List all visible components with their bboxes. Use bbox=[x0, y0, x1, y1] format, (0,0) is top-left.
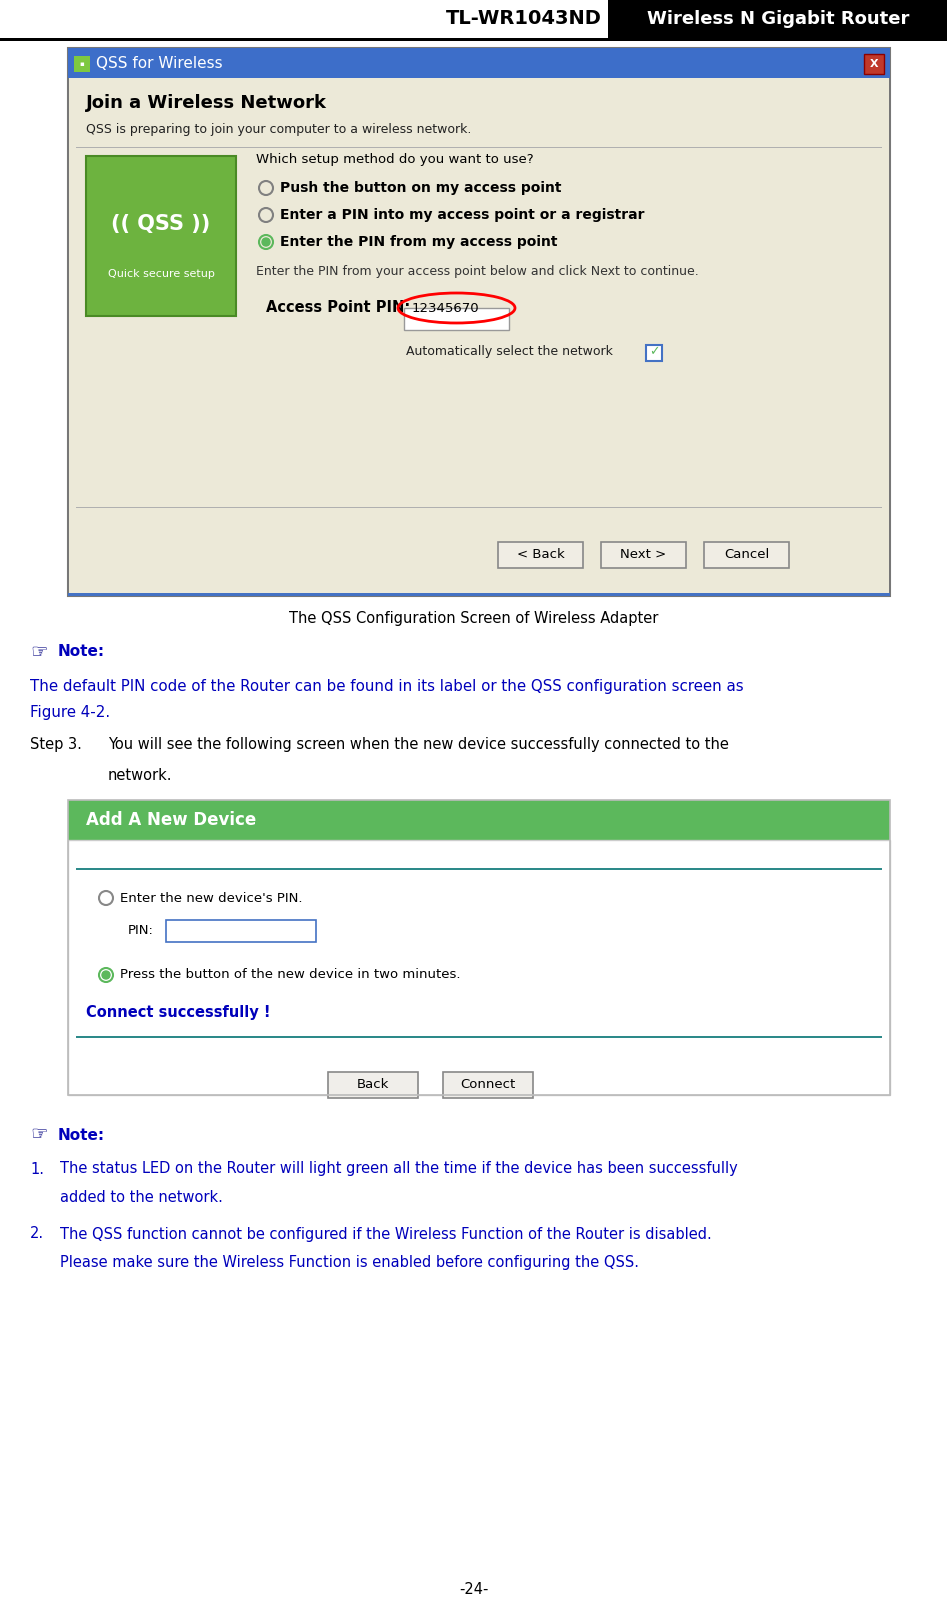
Text: Which setup method do you want to use?: Which setup method do you want to use? bbox=[256, 154, 533, 166]
Text: Press the button of the new device in two minutes.: Press the button of the new device in tw… bbox=[120, 968, 460, 981]
Text: Connect: Connect bbox=[460, 1078, 515, 1091]
Text: Add A New Device: Add A New Device bbox=[86, 811, 257, 829]
Text: Please make sure the Wireless Function is enabled before configuring the QSS.: Please make sure the Wireless Function i… bbox=[60, 1254, 639, 1270]
Bar bbox=[498, 541, 583, 567]
Text: Note:: Note: bbox=[58, 1128, 105, 1143]
Bar bbox=[404, 309, 509, 330]
Bar bbox=[864, 53, 884, 74]
Text: Wireless N Gigabit Router: Wireless N Gigabit Router bbox=[647, 10, 909, 27]
Bar bbox=[74, 57, 90, 73]
Text: QSS is preparing to join your computer to a wireless network.: QSS is preparing to join your computer t… bbox=[86, 123, 472, 136]
Text: The QSS function cannot be configured if the Wireless Function of the Router is : The QSS function cannot be configured if… bbox=[60, 1227, 712, 1241]
Text: The default PIN code of the Router can be found in its label or the QSS configur: The default PIN code of the Router can b… bbox=[30, 679, 743, 693]
Circle shape bbox=[262, 238, 270, 246]
Bar bbox=[0, 39, 947, 40]
Bar bbox=[68, 800, 890, 840]
Text: Step 3.: Step 3. bbox=[30, 737, 81, 753]
Circle shape bbox=[102, 971, 110, 979]
Text: Connect successfully !: Connect successfully ! bbox=[86, 1005, 271, 1020]
Text: (( QSS )): (( QSS )) bbox=[112, 213, 210, 234]
Text: PIN:: PIN: bbox=[128, 923, 153, 937]
Text: Enter a PIN into my access point or a registrar: Enter a PIN into my access point or a re… bbox=[280, 208, 645, 221]
Text: Quick secure setup: Quick secure setup bbox=[108, 268, 214, 280]
Bar bbox=[86, 157, 236, 317]
Text: Enter the PIN from my access point: Enter the PIN from my access point bbox=[280, 234, 558, 249]
Bar bbox=[68, 593, 890, 596]
Text: Join a Wireless Network: Join a Wireless Network bbox=[86, 94, 327, 112]
Text: Back: Back bbox=[357, 1078, 389, 1091]
Bar bbox=[704, 541, 789, 567]
Bar bbox=[646, 344, 662, 360]
Text: 12345670: 12345670 bbox=[412, 302, 479, 315]
Text: Enter the PIN from your access point below and click Next to continue.: Enter the PIN from your access point bel… bbox=[256, 265, 699, 278]
Text: X: X bbox=[869, 60, 878, 69]
Text: TL-WR1043ND: TL-WR1043ND bbox=[446, 10, 602, 29]
Text: You will see the following screen when the new device successfully connected to : You will see the following screen when t… bbox=[108, 737, 729, 753]
Bar bbox=[68, 48, 890, 596]
Bar bbox=[68, 800, 890, 1096]
Bar bbox=[443, 1071, 533, 1097]
Bar bbox=[76, 1036, 882, 1037]
Bar bbox=[68, 48, 890, 78]
Text: Push the button on my access point: Push the button on my access point bbox=[280, 181, 562, 196]
Text: network.: network. bbox=[108, 768, 172, 782]
Text: < Back: < Back bbox=[517, 548, 564, 561]
Text: Figure 4-2.: Figure 4-2. bbox=[30, 705, 110, 719]
Text: -24-: -24- bbox=[458, 1582, 489, 1598]
Text: QSS for Wireless: QSS for Wireless bbox=[96, 55, 223, 71]
Text: Cancel: Cancel bbox=[724, 548, 769, 561]
Bar bbox=[76, 868, 882, 869]
Text: ☞: ☞ bbox=[30, 1125, 47, 1144]
Bar bbox=[166, 920, 316, 942]
Text: Next >: Next > bbox=[620, 548, 667, 561]
Bar bbox=[608, 0, 947, 39]
Bar bbox=[328, 1071, 418, 1097]
Text: The status LED on the Router will light green all the time if the device has bee: The status LED on the Router will light … bbox=[60, 1162, 738, 1176]
Text: 2.: 2. bbox=[30, 1227, 45, 1241]
Text: Note:: Note: bbox=[58, 645, 105, 659]
Text: ☞: ☞ bbox=[30, 643, 47, 661]
Text: Access Point PIN:: Access Point PIN: bbox=[266, 301, 410, 315]
Bar bbox=[68, 840, 890, 1096]
Bar bbox=[69, 78, 889, 595]
Text: added to the network.: added to the network. bbox=[60, 1189, 223, 1204]
Text: ▪: ▪ bbox=[80, 61, 84, 66]
Text: ✓: ✓ bbox=[649, 346, 659, 359]
Text: Enter the new device's PIN.: Enter the new device's PIN. bbox=[120, 892, 302, 905]
Text: Automatically select the network: Automatically select the network bbox=[406, 346, 613, 359]
Bar bbox=[0, 0, 947, 39]
Text: 1.: 1. bbox=[30, 1162, 44, 1176]
Bar bbox=[601, 541, 686, 567]
Text: The QSS Configuration Screen of Wireless Adapter: The QSS Configuration Screen of Wireless… bbox=[289, 611, 658, 625]
